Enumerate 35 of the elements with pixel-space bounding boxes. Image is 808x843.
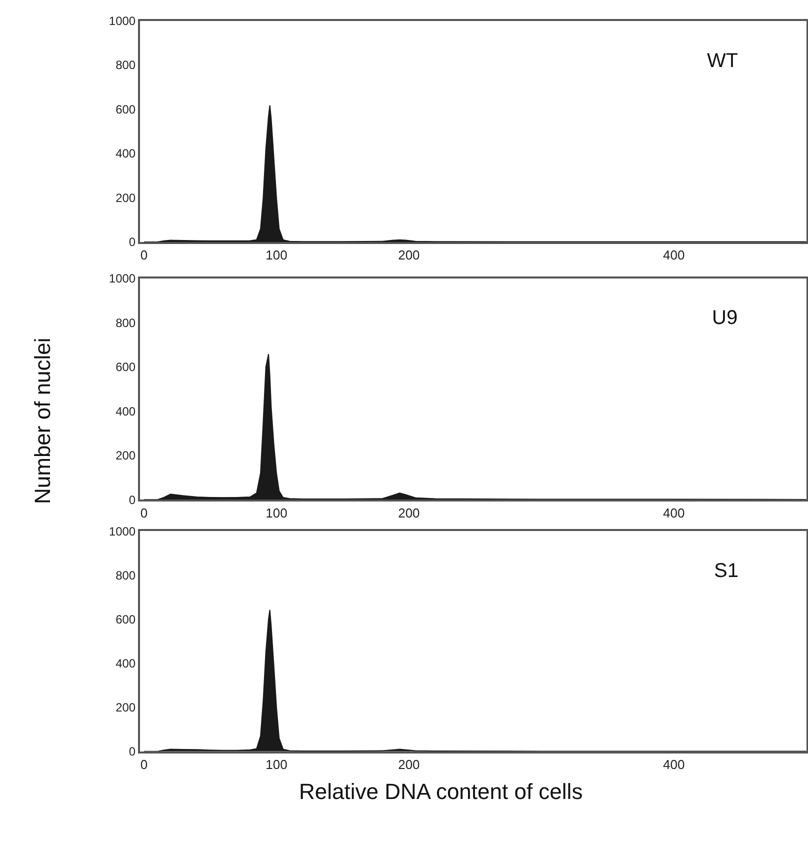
y-tick-label: 600 (116, 102, 136, 116)
x-tick-label: 0 (140, 757, 148, 772)
x-tick-label: 400 (663, 757, 685, 772)
y-tick-label: 0 (128, 235, 136, 250)
y-tick-label: 800 (116, 58, 136, 72)
x-tick-label: 200 (398, 757, 420, 772)
y-tick-label: 600 (116, 360, 136, 374)
x-tick-label: 0 (140, 248, 148, 263)
x-axis-title: Relative DNA content of cells (299, 779, 583, 804)
y-tick-label: 200 (116, 190, 136, 205)
x-tick-label: 200 (398, 248, 420, 263)
y-tick-label: 400 (116, 656, 136, 671)
x-tick-label: 100 (266, 505, 288, 520)
y-tick-label: 200 (116, 448, 136, 463)
y-tick-label: 400 (116, 146, 136, 161)
y-tick-label: 0 (128, 492, 136, 507)
x-tick-label: 100 (266, 248, 288, 263)
text: WT (707, 50, 738, 72)
x-tick-label: 200 (398, 505, 420, 520)
y-tick-label: 1000 (108, 272, 136, 286)
text: S1 (714, 560, 738, 582)
y-tick-label: 1000 (108, 14, 136, 28)
x-tick-label: 400 (663, 505, 685, 520)
y-tick-label: 800 (116, 568, 136, 582)
y-tick-label: 200 (116, 700, 136, 715)
x-tick-label: 100 (266, 757, 288, 772)
y-tick-label: 1000 (108, 524, 136, 538)
y-axis-title: Number of nuclei (30, 338, 55, 504)
y-tick-label: 0 (128, 744, 136, 759)
x-tick-label: 0 (140, 505, 148, 520)
y-tick-label: 600 (116, 612, 136, 626)
y-tick-label: 800 (116, 316, 136, 330)
y-tick-label: 400 (116, 404, 136, 418)
x-tick-label: 400 (663, 248, 685, 263)
text: U9 (712, 307, 738, 329)
